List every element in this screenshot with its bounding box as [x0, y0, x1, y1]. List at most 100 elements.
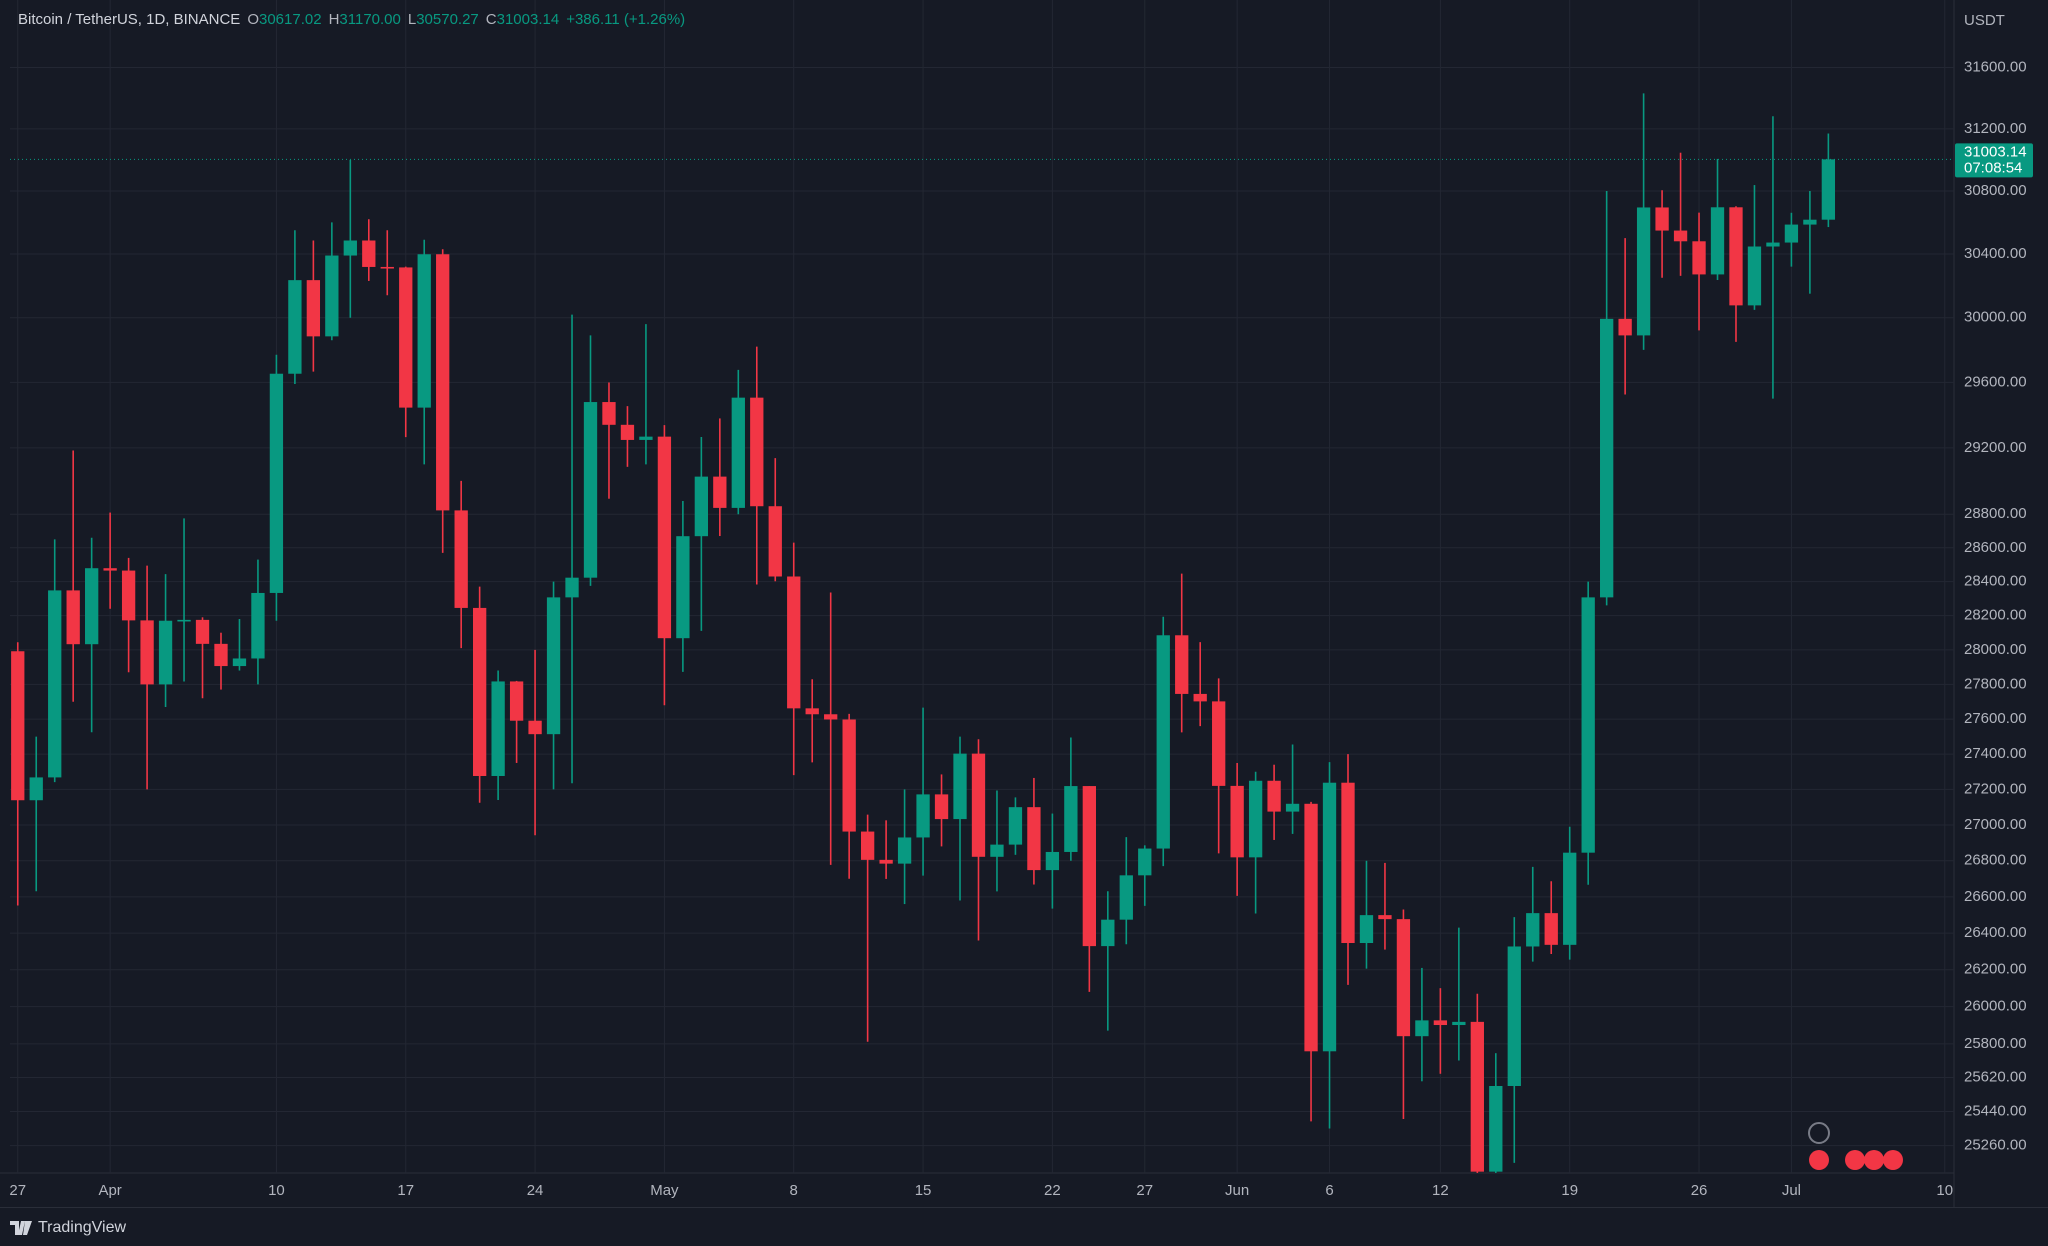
candle-body	[436, 254, 450, 511]
y-tick-label: 28200.00	[1964, 607, 2027, 624]
x-tick-label: 22	[1044, 1182, 1061, 1199]
ohlc-value: H31170.00	[329, 11, 401, 28]
candle-body	[971, 753, 986, 857]
last-price-label: 31003.14	[1964, 143, 2027, 160]
candle-body	[1470, 1021, 1484, 1172]
candle-body	[1304, 803, 1318, 1052]
y-tick-label: 31600.00	[1964, 59, 2027, 76]
axes: 31600.00 31200.00 30800.00 30400.00 30000.00…	[9, 59, 2033, 1199]
candle-body	[232, 658, 247, 667]
y-tick-label: 27800.00	[1964, 675, 2027, 692]
candle-body	[1175, 635, 1189, 694]
candle-body	[29, 777, 43, 801]
candle-body	[380, 266, 394, 269]
candle-body	[750, 397, 764, 507]
y-tick-label: 27000.00	[1964, 816, 2027, 833]
countdown-label: 07:08:54	[1964, 159, 2022, 176]
candle-body	[676, 536, 690, 639]
candle-body	[1526, 913, 1540, 947]
candle-body	[214, 643, 228, 667]
y-tick-label: 30800.00	[1964, 182, 2027, 199]
ohlc-key: L	[407, 11, 417, 28]
x-tick-label: 10	[1936, 1182, 1953, 1199]
x-tick-label: 24	[527, 1182, 544, 1199]
y-tick-label: 28400.00	[1964, 573, 2027, 590]
candle-body	[1396, 919, 1411, 1037]
candle-body	[805, 708, 819, 715]
legend: Bitcoin / TetherUS, 1D, BINANCE O30617.0…	[18, 11, 685, 28]
x-tick-label: 12	[1432, 1182, 1449, 1199]
candle-body	[1267, 780, 1281, 812]
candle-body	[140, 620, 154, 685]
candle-body	[1636, 207, 1651, 336]
x-tick-label: 15	[915, 1182, 932, 1199]
ohlc-key: C	[485, 11, 497, 28]
background	[0, 0, 2048, 1207]
candle-body	[306, 280, 321, 337]
candle-body	[1378, 915, 1392, 920]
candle-body	[1285, 803, 1300, 812]
candle-body	[1433, 1020, 1448, 1026]
candle-body	[1082, 786, 1096, 947]
candle-body	[251, 592, 265, 659]
candle-body	[1618, 318, 1632, 336]
candle-body	[11, 651, 25, 801]
candle-body	[953, 753, 967, 820]
candle-body	[731, 397, 745, 508]
candle-body	[602, 402, 616, 425]
candle-body	[787, 576, 801, 709]
ohlc-key: O	[247, 11, 259, 28]
candle-body	[990, 844, 1004, 857]
candle-body	[1415, 1020, 1429, 1037]
y-tick-label: 25440.00	[1964, 1102, 2027, 1119]
candle-body	[343, 240, 357, 256]
y-tick-label: 25620.00	[1964, 1069, 2027, 1086]
candle-body	[639, 436, 653, 440]
candles	[11, 93, 1836, 1173]
logo	[10, 1220, 32, 1235]
y-tick-label: 27200.00	[1964, 780, 2027, 797]
y-tick-label: 28800.00	[1964, 505, 2027, 522]
x-tick-label: 26	[1691, 1182, 1708, 1199]
candle-body	[399, 267, 413, 408]
candle-body	[1803, 219, 1817, 225]
candle-body	[768, 506, 782, 577]
candle-body	[1101, 919, 1115, 947]
candle-body	[85, 568, 99, 645]
y-tick-label: 29600.00	[1964, 373, 2027, 390]
candle-body	[1673, 230, 1688, 242]
candle-body	[842, 719, 856, 832]
chart: 31600.00 31200.00 30800.00 30400.00 30000.00…	[0, 0, 2048, 1207]
candle-body	[620, 424, 635, 440]
candle-body	[1729, 207, 1743, 306]
candle-body	[66, 590, 80, 645]
candle-body	[1119, 875, 1133, 920]
candle-body	[325, 255, 339, 337]
candle-body	[1710, 207, 1725, 275]
event-icon	[1864, 1150, 1884, 1170]
candle-body	[916, 794, 930, 838]
candle-body	[1507, 946, 1521, 1087]
candle-body	[934, 794, 949, 820]
y-tick-label: 28000.00	[1964, 641, 2027, 658]
last-price-tag	[1955, 143, 2033, 178]
candle-body	[860, 831, 875, 860]
x-tick-label: May	[650, 1182, 679, 1199]
brand: TradingView	[38, 1218, 127, 1236]
event-icon	[1809, 1150, 1829, 1170]
ohlc-key: H	[328, 11, 340, 28]
candle-body	[657, 436, 672, 639]
y-tick-label: 25800.00	[1964, 1035, 2027, 1052]
candle-body	[897, 837, 912, 864]
event-icon	[1808, 1122, 1830, 1144]
x-tick-label: 6	[1325, 1182, 1333, 1199]
candle-body	[1692, 241, 1706, 275]
candle-body	[269, 373, 284, 593]
candle-body	[1655, 207, 1669, 231]
candle-body	[1600, 318, 1614, 598]
ohlc-number: 30570.27	[416, 11, 479, 28]
candle-body	[1008, 807, 1023, 845]
grid	[10, 0, 1954, 1173]
x-tick-label: 10	[268, 1182, 285, 1199]
y-tick-label: 26000.00	[1964, 998, 2027, 1015]
